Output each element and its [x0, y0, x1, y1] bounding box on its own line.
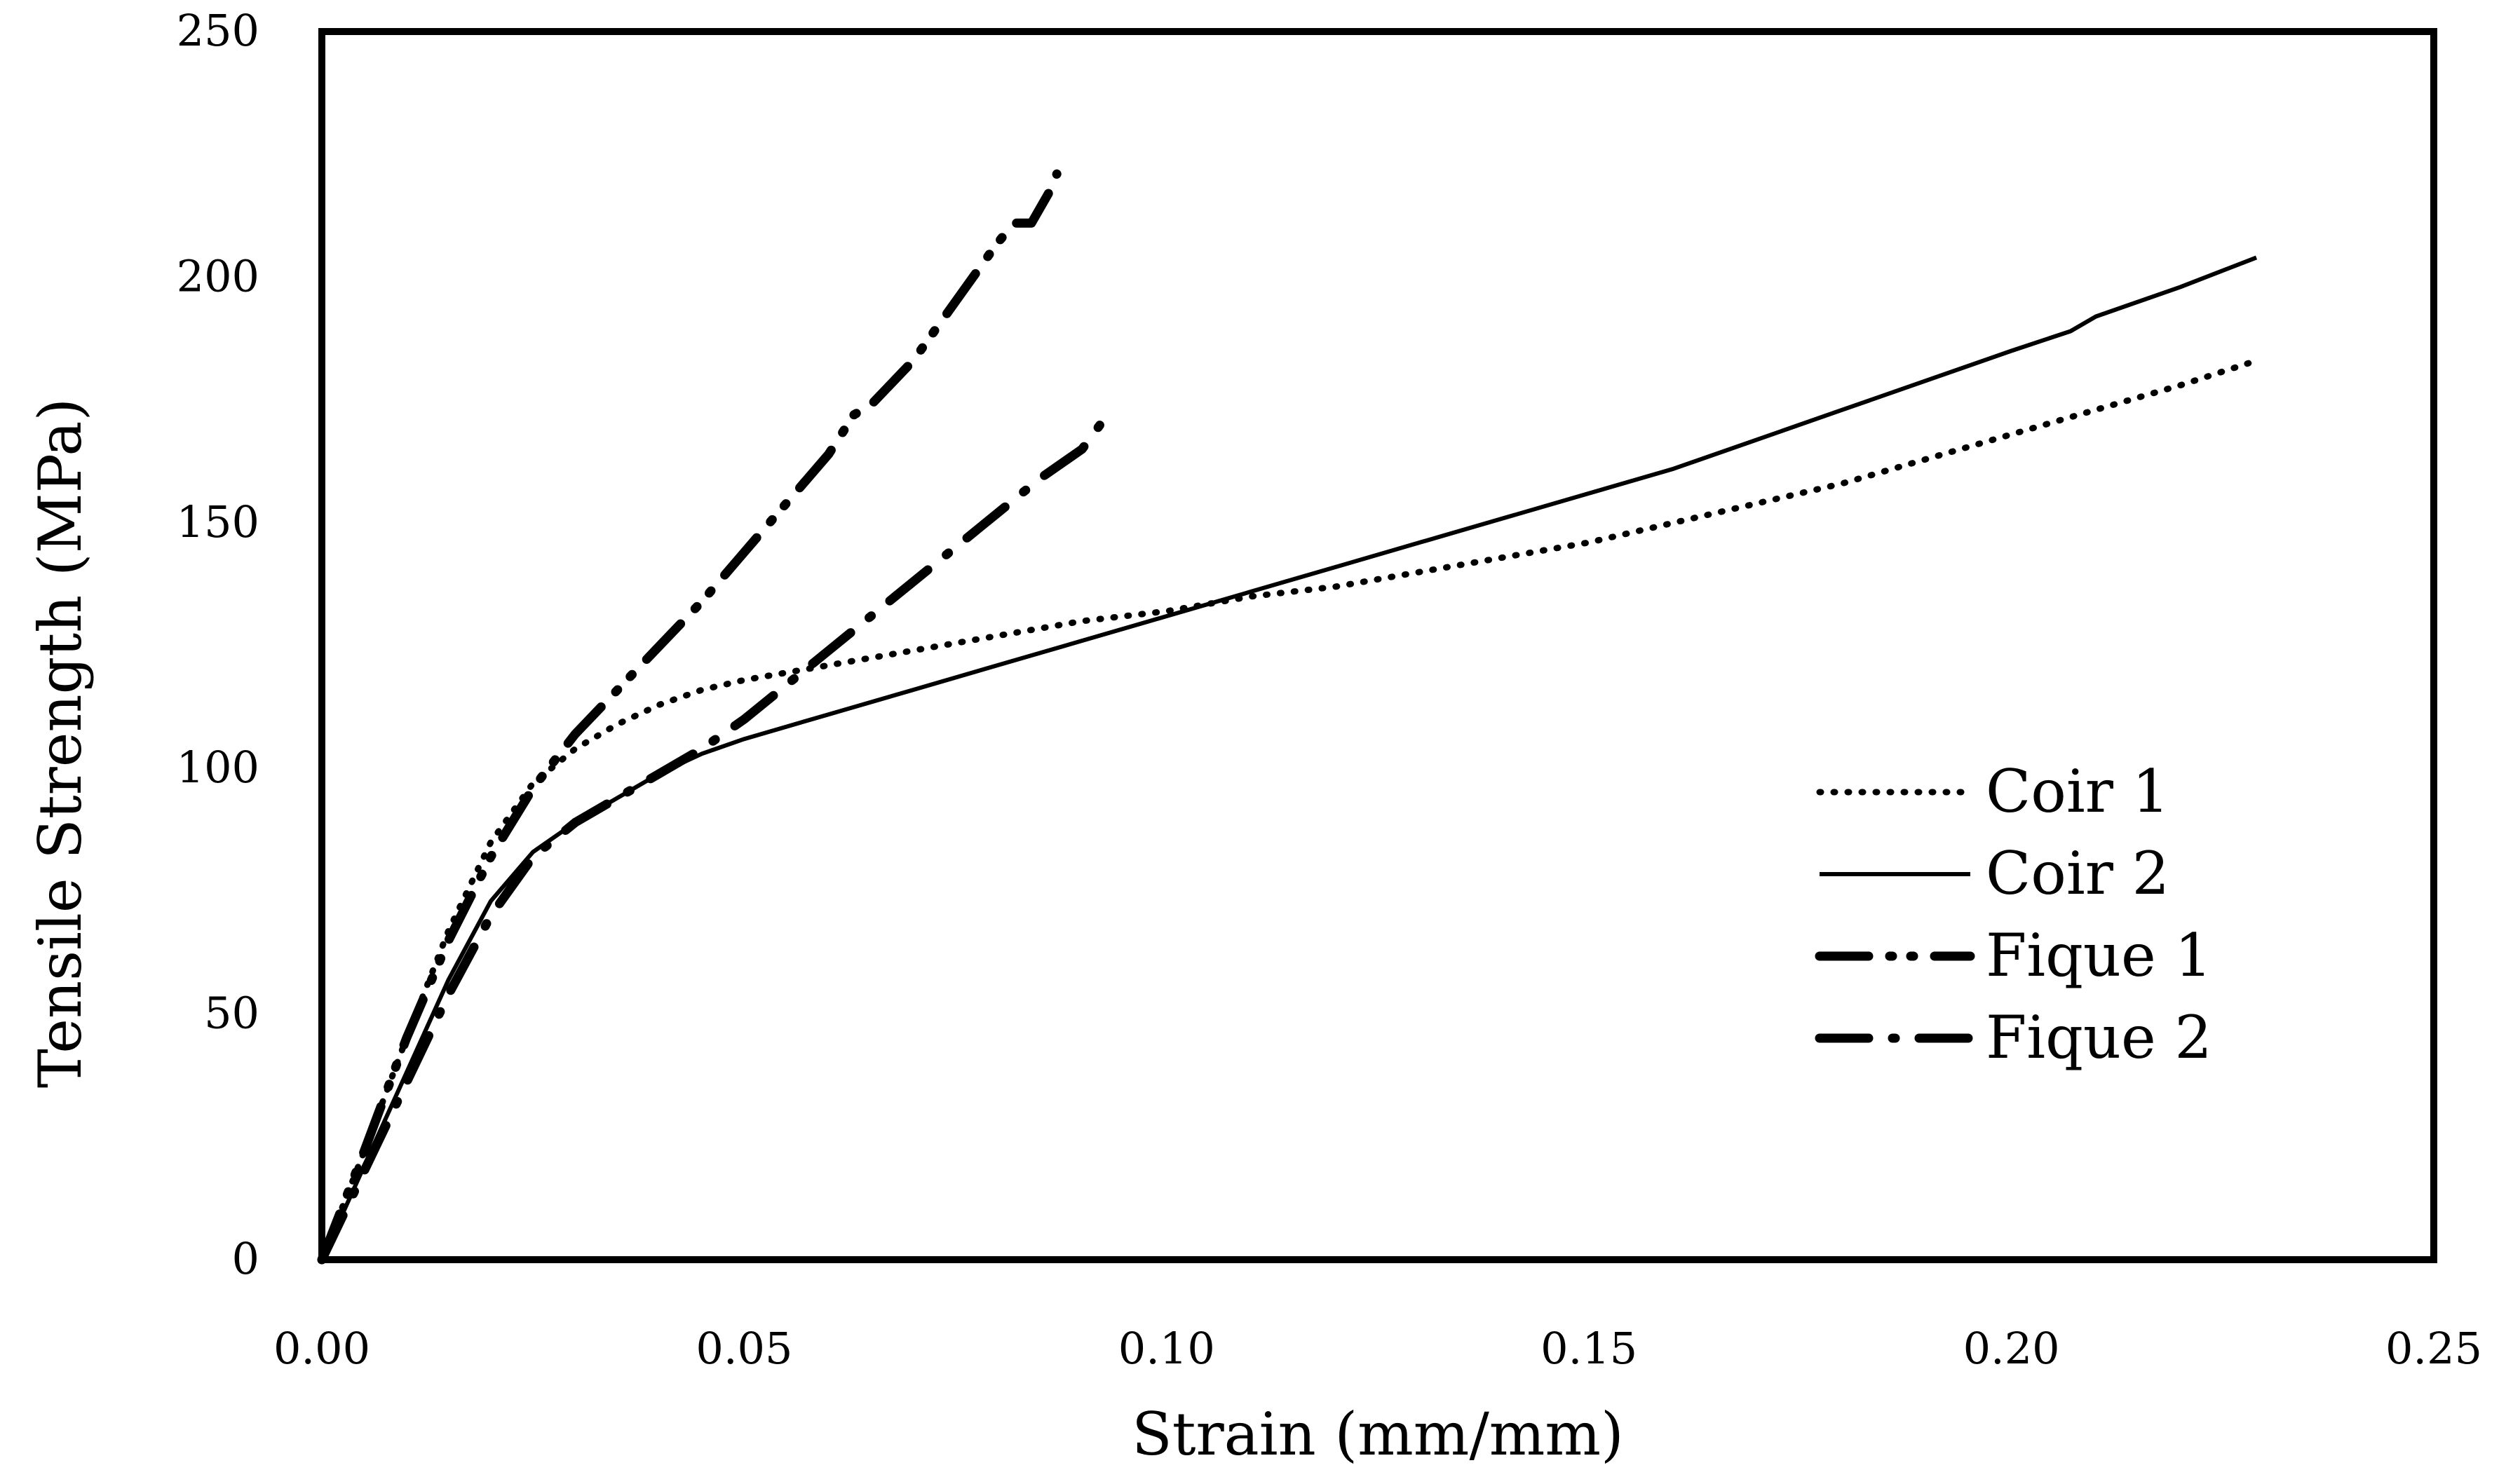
x-tick-label: 0.00 — [273, 1323, 370, 1374]
x-tick-label: 0.15 — [1540, 1323, 1637, 1374]
legend-label-fique-1: Fique 1 — [1986, 921, 2212, 990]
y-axis-title: Tensile Strength (MPa) — [26, 398, 95, 1089]
x-tick-label: 0.25 — [2385, 1323, 2482, 1374]
y-tick-label: 200 — [177, 250, 259, 301]
x-tick-label: 0.20 — [1963, 1323, 2060, 1374]
legend-label-coir-1: Coir 1 — [1986, 757, 2169, 826]
series-line-fique-1 — [317, 169, 1062, 1265]
y-axis-ticks: 0 50 100 150 200 250 — [177, 5, 259, 1284]
y-tick-label: 150 — [177, 496, 259, 547]
y-tick-label: 100 — [177, 742, 259, 793]
plot-area-frame — [318, 28, 2437, 1263]
x-axis-ticks: 0.00 0.05 0.10 0.15 0.20 0.25 — [273, 1323, 2482, 1374]
y-tick-label: 250 — [177, 5, 259, 56]
x-tick-label: 0.10 — [1118, 1323, 1215, 1374]
legend-label-fique-2: Fique 2 — [1986, 1003, 2212, 1072]
legend: Coir 1 Coir 2 Fique 1 Fique 2 — [1815, 757, 2212, 1072]
y-tick-label: 50 — [204, 988, 259, 1039]
series-layer — [317, 169, 2260, 1265]
series-line-fique-2 — [317, 410, 1112, 1265]
x-axis-title: Strain (mm/mm) — [1132, 1400, 1624, 1469]
y-tick-label: 0 — [232, 1233, 259, 1284]
legend-label-coir-2: Coir 2 — [1986, 839, 2169, 908]
series-line-coir-1 — [318, 358, 2260, 1263]
x-tick-label: 0.05 — [696, 1323, 792, 1374]
